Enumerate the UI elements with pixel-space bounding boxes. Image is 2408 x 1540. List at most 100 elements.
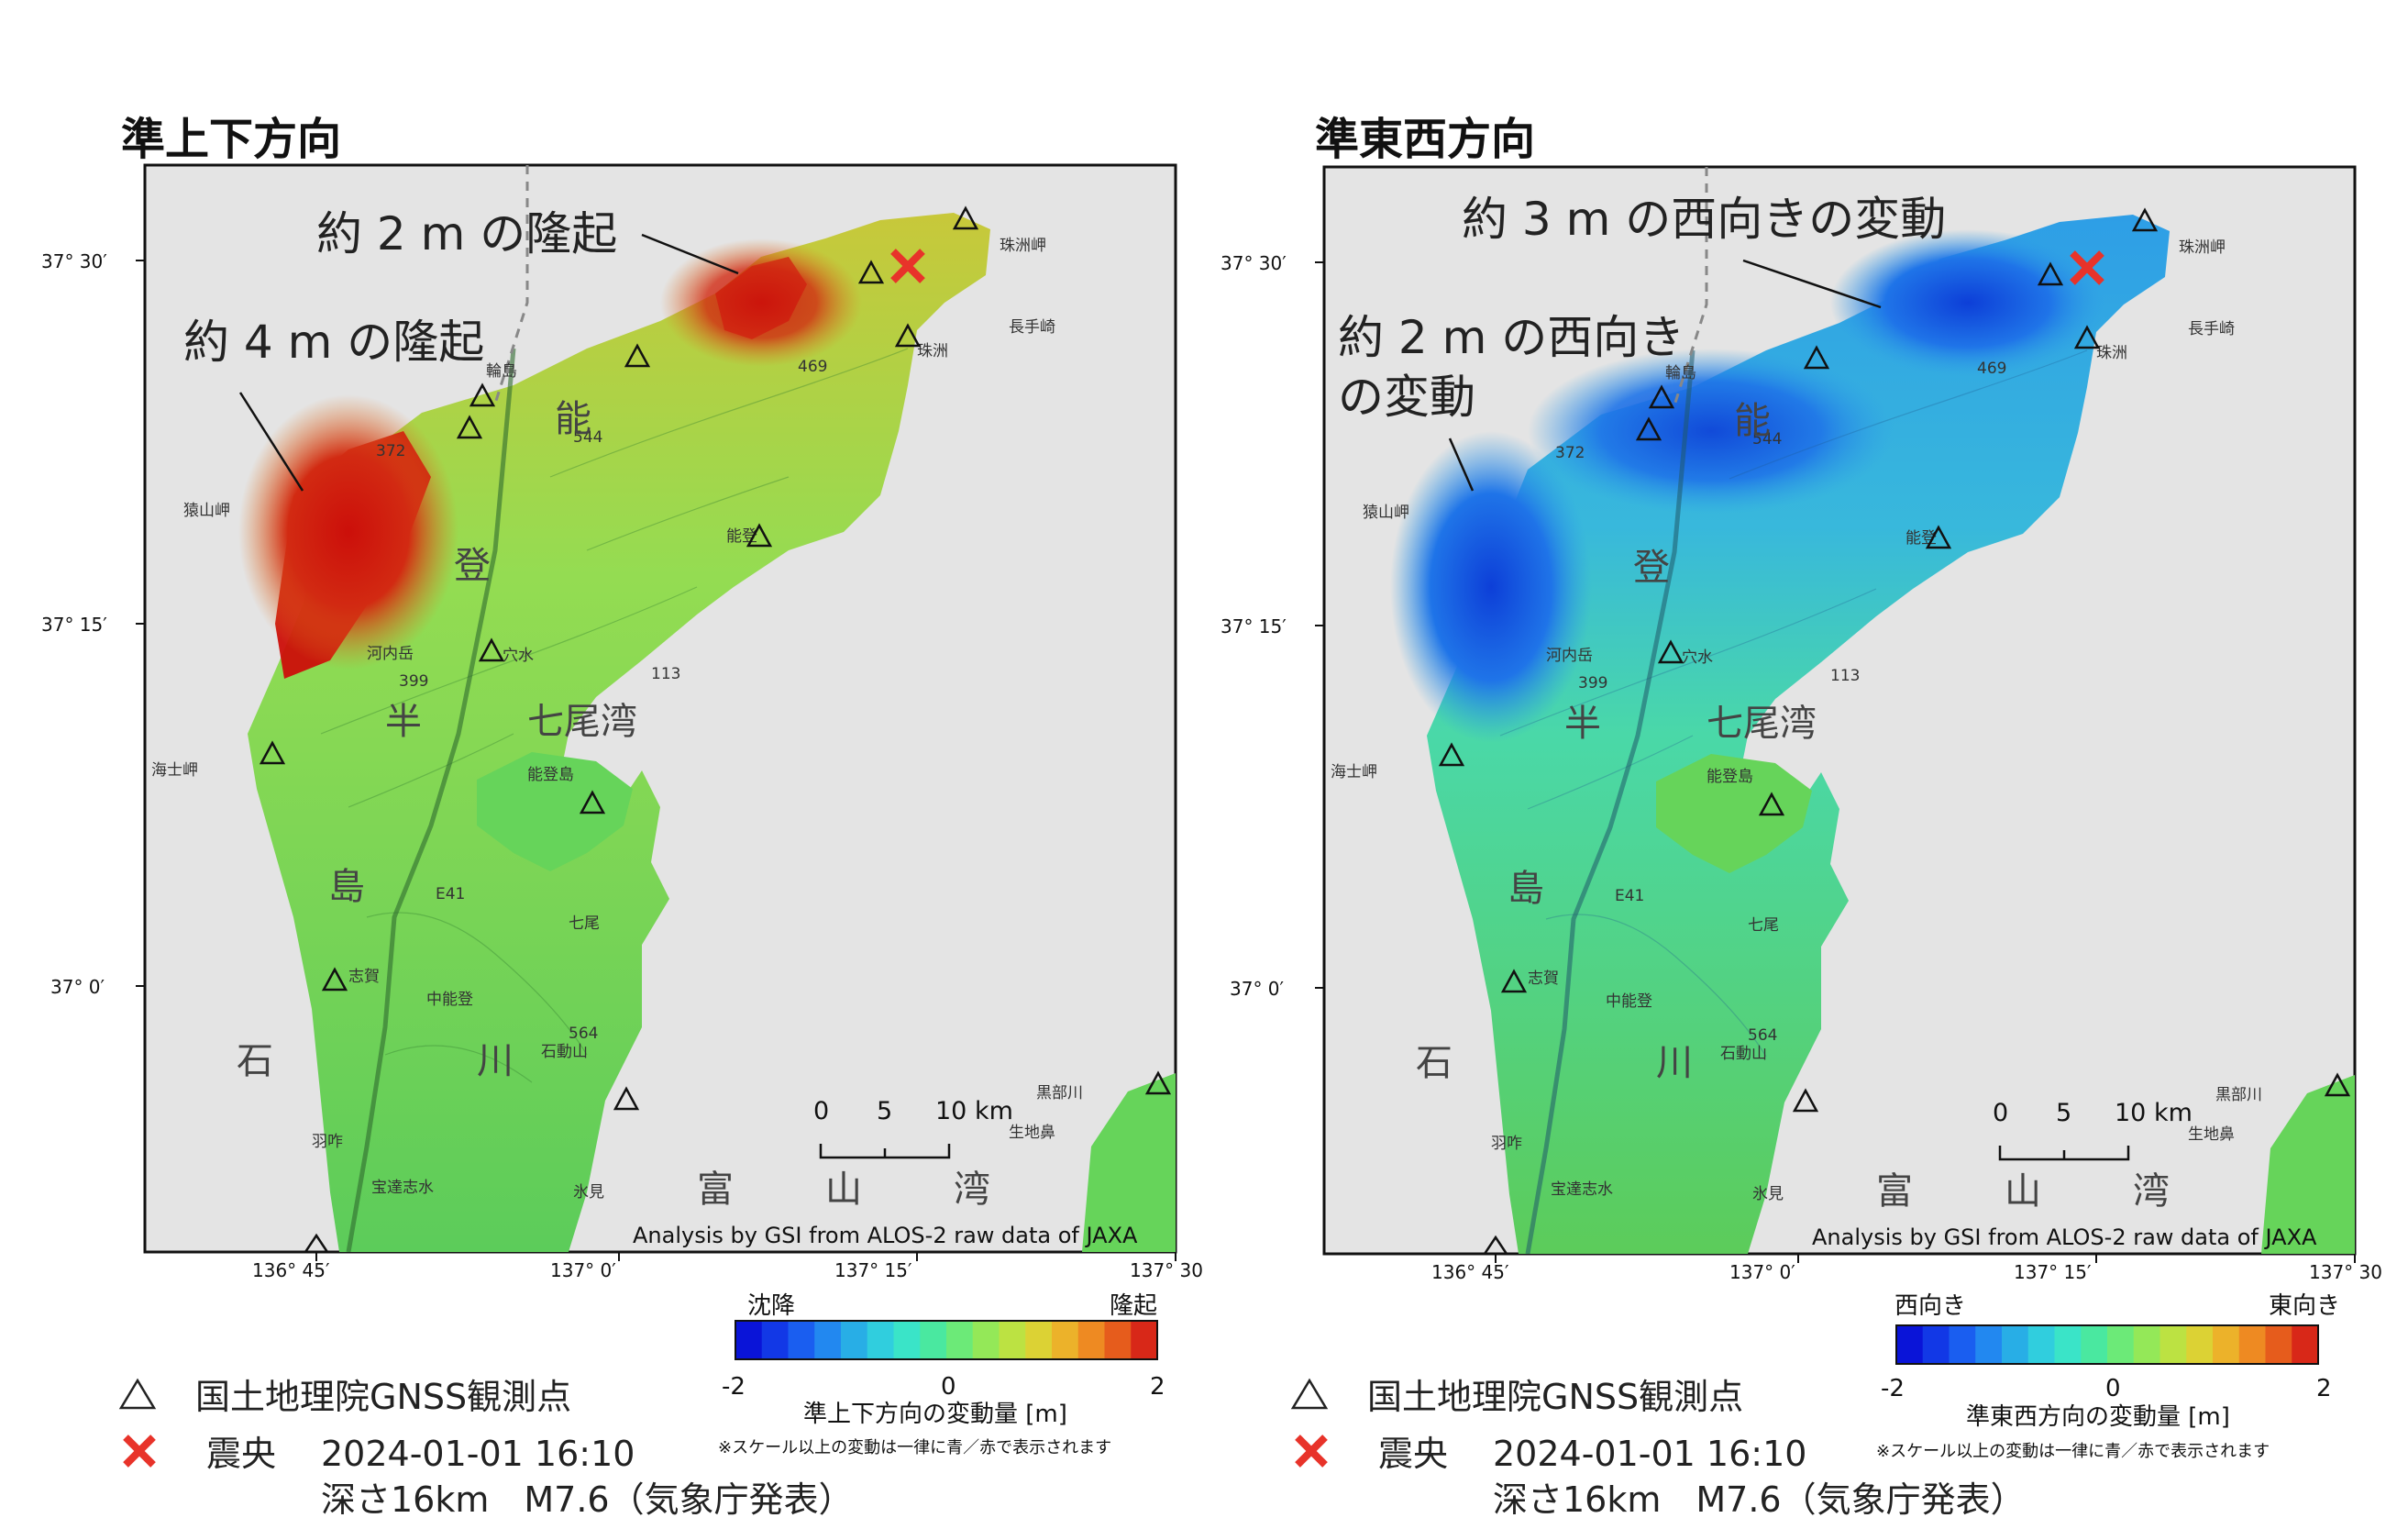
colorbar-swatch (2027, 1325, 2055, 1364)
colorbar-swatch (2159, 1325, 2187, 1364)
label-himi: 氷見 (573, 1183, 604, 1202)
scale-5: 5 (877, 1097, 892, 1125)
label-ishikawa1: 石 (237, 1040, 273, 1082)
label-road: E41 (436, 885, 465, 903)
colorbar-swatch (2054, 1325, 2082, 1364)
legend-epicenter: 震央 (1378, 1434, 1448, 1474)
label-nanao: 七尾 (569, 914, 600, 933)
label-suzu-cape: 珠洲岬 (2179, 238, 2226, 257)
colorbar-swatch (1052, 1321, 1079, 1359)
lat-3730: 37° 30′ (41, 250, 107, 272)
credit: Analysis by GSI from ALOS-2 raw data of … (633, 1223, 1138, 1248)
cb-mid: 0 (2105, 1375, 2121, 1402)
legend-triangle-icon (118, 1378, 157, 1410)
label-kurobe: 黒部川 (2215, 1086, 2262, 1104)
label-elev3: 372 (1555, 444, 1585, 462)
scale-0: 0 (813, 1097, 829, 1125)
colorbar-swatch (2081, 1325, 2108, 1364)
lat-3730: 37° 30′ (1221, 252, 1287, 274)
scale-5: 5 (2056, 1099, 2071, 1127)
label-sekidosan: 石動山 (541, 1043, 588, 1061)
annotation-2m: 約 2 m の隆起 (316, 207, 617, 260)
scale-0: 0 (1993, 1099, 2008, 1127)
label-ishikawa1: 石 (1416, 1042, 1453, 1084)
label-ikuji: 生地鼻 (1009, 1124, 1055, 1142)
notojima-land (1656, 754, 1812, 873)
colorbar-east-west (1895, 1324, 2319, 1365)
colorbar-swatch (735, 1321, 763, 1359)
credit: Analysis by GSI from ALOS-2 raw data of … (1812, 1224, 2317, 1250)
colorbar-swatch (1949, 1325, 1976, 1364)
gnss-stations (1438, 207, 2351, 1256)
cb-min: -2 (1881, 1375, 1905, 1402)
colorbar-swatch (893, 1321, 921, 1359)
east-west-panel: 準東西方向 (1179, 0, 2383, 1540)
lon-13700: 137° 0′ (1729, 1261, 1795, 1283)
lon-13645: 136° 45′ (252, 1259, 330, 1281)
colorbar-vertical (735, 1320, 1158, 1360)
lat-3700: 37° 0′ (1230, 978, 1285, 1000)
colorbar-border (735, 1320, 1158, 1360)
label-anamizu: 穴水 (503, 647, 534, 665)
label-anamizu: 穴水 (1682, 648, 1713, 667)
lon-13715: 137° 15′ (2014, 1261, 2092, 1283)
vertical-panel: 準上下方向 (41, 114, 1203, 1520)
label-kaishi: 海士岬 (151, 761, 198, 780)
label-elev1: 469 (798, 358, 827, 376)
cb-note: ※スケール以上の変動は一律に青／赤で表示されます (1876, 1442, 2270, 1461)
label-saruyama: 猿山岬 (183, 502, 230, 520)
label-noto-char4: 島 (328, 866, 365, 908)
lon-13715: 137° 15′ (834, 1259, 912, 1281)
label-toyama3: 湾 (954, 1169, 990, 1211)
lat-3715: 37° 15′ (1221, 615, 1287, 637)
epicenter-marker (890, 249, 925, 283)
kurobe-land (2261, 1075, 2355, 1254)
colorbar-swatch (814, 1321, 842, 1359)
label-hodatsushimizu: 宝達志水 (371, 1179, 434, 1197)
label-suzu: 珠洲 (2096, 344, 2127, 362)
label-noto-char3: 半 (1564, 703, 1601, 745)
label-suzu: 珠洲 (917, 342, 948, 360)
lon-13730: 137° 30 (2309, 1261, 2382, 1283)
notojima-land (477, 752, 633, 871)
legend-time: 2024-01-01 16:10 (321, 1434, 635, 1474)
label-elev3: 372 (376, 442, 405, 460)
colorbar-swatch (1896, 1325, 1924, 1364)
panel-title: 準上下方向 (121, 114, 342, 165)
label-elev6: 564 (569, 1025, 598, 1043)
label-noto-char3: 半 (385, 701, 422, 743)
colorbar-swatch (999, 1321, 1026, 1359)
colorbar-swatch (2238, 1325, 2266, 1364)
colorbar-border (1895, 1324, 2319, 1365)
gnss-stations (259, 205, 1172, 1254)
label-toyama2: 山 (825, 1169, 862, 1211)
cb-right-label: 隆起 (1110, 1292, 1157, 1320)
label-toyama1: 富 (697, 1169, 734, 1211)
annotation-4m: 約 4 m の隆起 (183, 316, 484, 369)
label-sekidosan: 石動山 (1720, 1045, 1767, 1063)
label-elev2: 544 (1752, 430, 1782, 449)
colorbar-swatch (1975, 1325, 2003, 1364)
legend-epicenter: 震央 (206, 1434, 276, 1474)
label-himi: 氷見 (1752, 1185, 1784, 1203)
label-nagate: 長手崎 (2188, 320, 2235, 338)
colorbar-swatch (1131, 1321, 1158, 1359)
colorbar-swatch (946, 1321, 974, 1359)
lon-13700: 137° 0′ (550, 1259, 616, 1281)
label-hakui: 羽咋 (1491, 1135, 1522, 1153)
label-elev2: 544 (573, 428, 602, 447)
colorbar-swatch (788, 1321, 815, 1359)
colorbar-swatch (2292, 1325, 2319, 1364)
kurobe-land (1082, 1073, 1176, 1252)
legend-epicenter-icon (123, 1435, 156, 1468)
label-wajima: 輪島 (1665, 364, 1696, 382)
label-suzu-cape: 珠洲岬 (1000, 237, 1046, 255)
colorbar-swatch (841, 1321, 868, 1359)
label-nakanoto: 中能登 (1606, 992, 1652, 1011)
label-notojima: 能登島 (1707, 768, 1753, 786)
label-hodatsushimizu: 宝達志水 (1551, 1180, 1613, 1199)
scale-10: 10 km (2115, 1099, 2193, 1127)
legend-detail: 深さ16km M7.6（気象庁発表） (1493, 1479, 2026, 1520)
annotation-2m-west-2: の変動 (1338, 371, 1475, 424)
label-hakui: 羽咋 (312, 1133, 343, 1151)
